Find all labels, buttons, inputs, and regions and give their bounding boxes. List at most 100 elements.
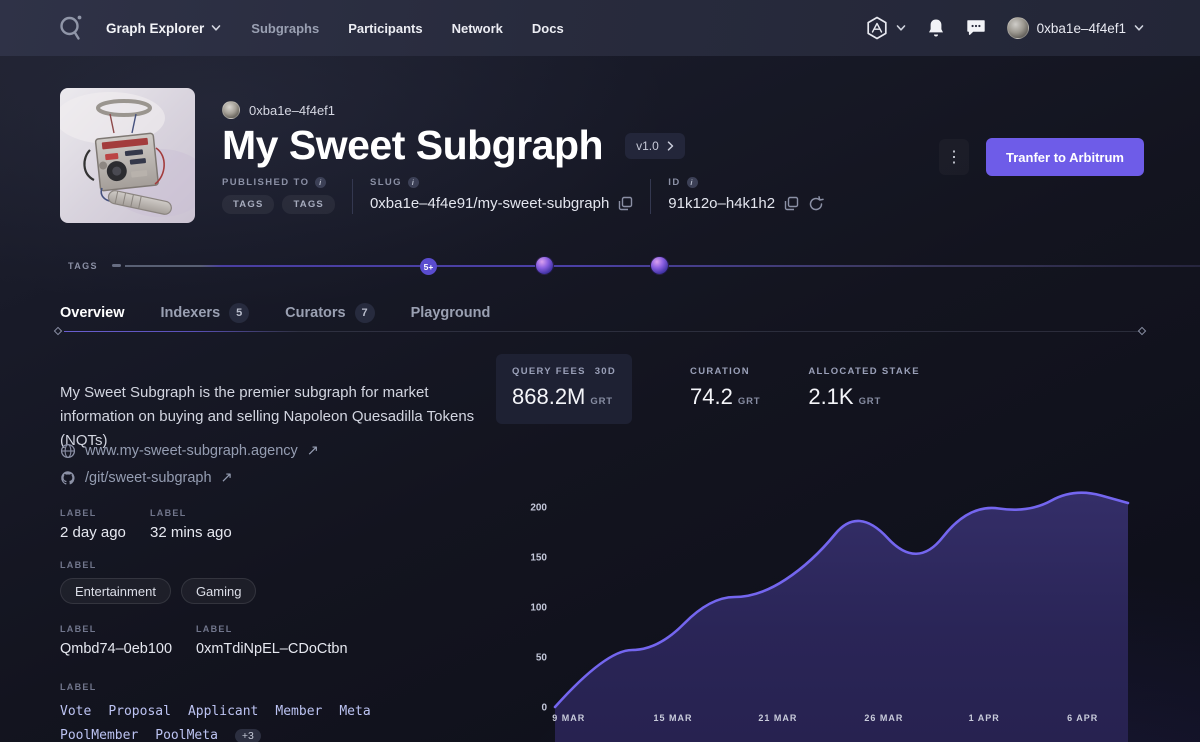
nav-link-network[interactable]: Network	[451, 20, 503, 36]
stat-value: 74.2	[690, 384, 733, 409]
info-icon[interactable]: i	[407, 177, 419, 188]
nav-right: 0xba1e–4f4ef1	[866, 16, 1144, 40]
external-link-icon: ↗	[220, 470, 233, 486]
field-label: LABEL	[60, 508, 97, 518]
id-label: ID	[668, 177, 681, 188]
chart-area-fill	[555, 492, 1128, 742]
repository-link[interactable]: /git/sweet-subgraph ↗	[60, 470, 233, 486]
nav-links: Subgraphs Participants Network Docs	[251, 21, 563, 36]
stat-allocated-stake: ALLOCATED STAKE 2.1K GRT	[808, 366, 920, 410]
external-link-icon: ↗	[306, 443, 319, 459]
entities-label: LABEL	[60, 682, 97, 692]
entity-link-poolmeta[interactable]: PoolMeta	[155, 728, 218, 742]
chart-x-axis: 9 MAR 15 MAR 21 MAR 26 MAR 1 APR 6 APR	[552, 713, 1098, 723]
owner-name: 0xba1e–4f4ef1	[249, 102, 336, 118]
network-switcher[interactable]	[866, 16, 906, 40]
top-nav: Graph Explorer Subgraphs Participants Ne…	[0, 0, 1200, 56]
graph-logo[interactable]	[58, 13, 84, 43]
svg-text:200: 200	[530, 503, 547, 514]
refresh-icon[interactable]	[808, 195, 824, 212]
tab-overview[interactable]: Overview	[60, 305, 125, 321]
timeline-avatar[interactable]	[535, 256, 554, 275]
chevron-down-icon	[1134, 25, 1144, 31]
version-label: v1.0	[636, 138, 659, 153]
tab-label: Overview	[60, 305, 125, 321]
entity-link-poolmember[interactable]: PoolMember	[60, 728, 139, 742]
chat-icon	[966, 20, 985, 35]
category-pill-entertainment[interactable]: Entertainment	[60, 578, 171, 604]
categories-label: LABEL	[60, 560, 97, 570]
info-icon[interactable]: i	[686, 177, 698, 188]
info-icon[interactable]: i	[315, 177, 327, 188]
stat-label: QUERY FEES	[512, 366, 586, 377]
svg-text:150: 150	[530, 553, 547, 564]
diamond-marker	[1137, 326, 1147, 336]
tab-bar: Overview Indexers 5 Curators 7 Playgroun…	[60, 303, 490, 323]
title-row: My Sweet Subgraph v1.0	[222, 122, 685, 169]
tab-curators[interactable]: Curators 7	[285, 303, 375, 323]
entity-link-member[interactable]: Member	[275, 704, 323, 719]
field-label: LABEL	[150, 508, 187, 518]
nav-link-docs[interactable]: Docs	[531, 20, 564, 36]
transfer-to-arbitrum-button[interactable]: Tranfer to Arbitrum	[986, 138, 1144, 176]
owner-row[interactable]: 0xba1e–4f4ef1	[222, 101, 335, 119]
tab-playground[interactable]: Playground	[411, 305, 491, 321]
header-actions: ⋮ Tranfer to Arbitrum	[939, 138, 1144, 176]
stat-value: 2.1K	[808, 384, 854, 409]
tab-count-badge: 5	[229, 303, 250, 323]
published-tag[interactable]: TAGS	[222, 195, 275, 214]
bell-icon	[928, 19, 943, 37]
owner-avatar	[222, 101, 240, 119]
svg-text:15 MAR: 15 MAR	[654, 713, 693, 723]
svg-text:9 MAR: 9 MAR	[552, 713, 585, 723]
divider	[650, 179, 652, 214]
entities-section: LABEL Vote Proposal Applicant Member Met…	[60, 677, 371, 742]
tab-indexers[interactable]: Indexers 5	[161, 303, 250, 323]
version-badge[interactable]: v1.0	[625, 132, 685, 159]
svg-text:26 MAR: 26 MAR	[864, 713, 903, 723]
divider	[351, 179, 353, 214]
timeline-tags-label: TAGS	[68, 261, 98, 271]
stat-period: 30D	[594, 366, 617, 377]
nav-link-participants[interactable]: Participants	[348, 20, 423, 36]
nav-link-subgraphs[interactable]: Subgraphs	[251, 20, 320, 36]
entities-more-badge[interactable]: +3	[234, 728, 261, 742]
published-to-group: PUBLISHED TO i TAGS TAGS	[222, 177, 335, 214]
svg-text:50: 50	[536, 653, 548, 664]
chevron-down-icon	[211, 25, 221, 31]
query-fees-chart: 0 50 100 150 200 9 MAR 15 MAR 21 MAR 26 MAR 1 AP…	[500, 460, 1200, 742]
messages-button[interactable]	[966, 19, 986, 37]
more-options-button[interactable]: ⋮	[939, 139, 969, 175]
stat-unit: GRT	[737, 396, 761, 407]
svg-text:6 APR: 6 APR	[1067, 713, 1098, 723]
timeline-count-badge[interactable]: 5+	[420, 258, 437, 275]
entity-link-applicant[interactable]: Applicant	[187, 704, 259, 719]
timeline-avatar[interactable]	[650, 256, 669, 275]
category-pills: Entertainment Gaming	[60, 578, 257, 604]
stat-query-fees: QUERY FEES 30D 868.2M GRT	[496, 354, 633, 424]
copy-icon[interactable]	[784, 196, 799, 211]
field-deployment-hash: LABEL Qmbd74–0eb100	[60, 624, 172, 658]
copy-icon[interactable]	[618, 196, 633, 211]
published-tag[interactable]: TAGS	[282, 195, 335, 214]
entity-link-proposal[interactable]: Proposal	[108, 704, 171, 719]
published-to-label: PUBLISHED TO	[222, 177, 310, 188]
svg-text:0: 0	[541, 703, 547, 714]
website-link[interactable]: www.my-sweet-subgraph.agency ↗	[60, 443, 319, 459]
website-url: www.my-sweet-subgraph.agency	[85, 443, 298, 459]
field-value: Qmbd74–0eb100	[60, 641, 173, 657]
entity-link-meta[interactable]: Meta	[339, 704, 371, 719]
chart-y-axis: 0 50 100 150 200	[530, 503, 547, 714]
id-value: 91k12o–h4k1h2	[668, 195, 776, 212]
svg-text:1 APR: 1 APR	[969, 713, 1000, 723]
tab-label: Playground	[410, 305, 491, 321]
entities-row: PoolMember PoolMeta +3	[60, 728, 371, 742]
nav-graph-explorer[interactable]: Graph Explorer	[106, 21, 221, 36]
entity-link-vote[interactable]: Vote	[60, 704, 92, 719]
account-menu[interactable]: 0xba1e–4f4ef1	[1006, 17, 1144, 39]
notifications-button[interactable]	[927, 18, 945, 38]
chevron-down-icon	[896, 25, 905, 31]
category-pill-gaming[interactable]: Gaming	[180, 578, 257, 604]
field-address-hash: LABEL 0xmTdiNpEL–CDoCtbn	[196, 624, 348, 658]
